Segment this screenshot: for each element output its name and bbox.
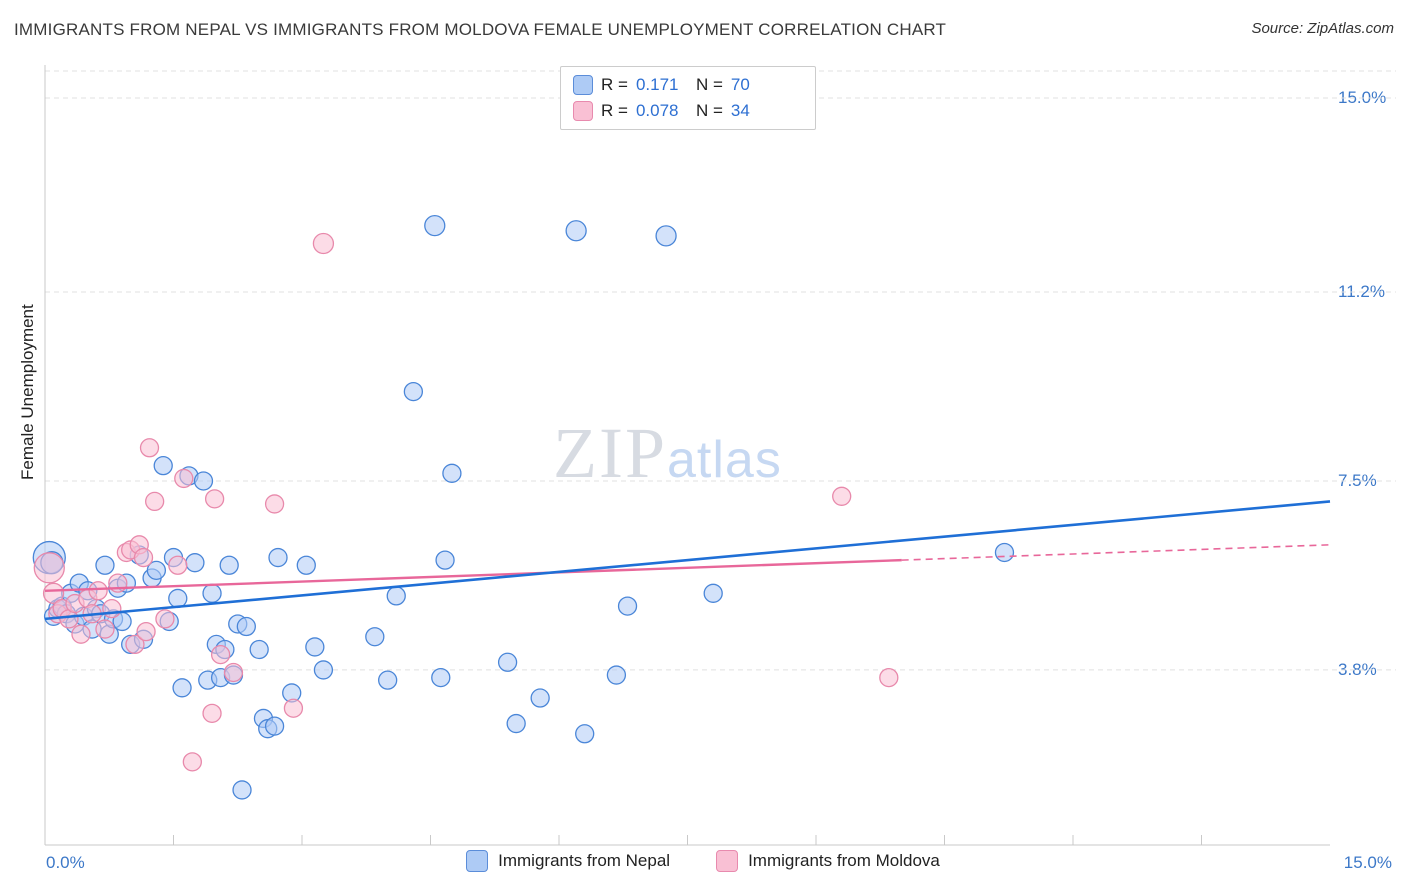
nepal-r-label: R =	[601, 75, 628, 94]
scatter-point-nepal	[442, 463, 462, 483]
legend-row-nepal: R = 0.171 N = 70	[573, 75, 803, 95]
scatter-point-moldova	[210, 644, 231, 665]
scatter-point-moldova	[204, 489, 225, 509]
scatter-point-moldova	[102, 599, 122, 619]
x-axis-min-label: 0.0%	[46, 853, 85, 872]
scatter-point-nepal	[185, 553, 205, 573]
moldova-trend-line-dashed	[901, 544, 1331, 561]
scatter-point-moldova	[182, 752, 202, 772]
scatter-point-nepal	[506, 713, 526, 734]
source-attribution: Source: ZipAtlas.com	[1251, 20, 1394, 37]
series-legend: Immigrants from Nepal Immigrants from Mo…	[0, 850, 1406, 872]
scatter-point-moldova	[33, 552, 65, 584]
scatter-point-moldova	[145, 491, 165, 512]
scatter-point-nepal	[435, 550, 455, 570]
scatter-point-nepal	[232, 780, 252, 800]
moldova-trend-line	[44, 558, 902, 592]
scatter-point-moldova	[832, 486, 852, 506]
x-axis-max-label: 15.0%	[1343, 853, 1392, 872]
scatter-point-nepal	[249, 639, 269, 660]
series-legend-nepal: Immigrants from Nepal	[466, 850, 670, 872]
scatter-point-moldova	[264, 494, 285, 514]
scatter-point-moldova	[202, 703, 222, 723]
y-tick-label: 15.0%	[1338, 87, 1387, 107]
scatter-point-nepal	[365, 627, 385, 647]
scatter-point-nepal	[565, 220, 587, 242]
scatter-point-nepal	[994, 542, 1015, 563]
nepal-trend-line	[44, 500, 1331, 621]
scatter-point-moldova	[125, 634, 145, 655]
moldova-r-value: 0.078	[635, 101, 679, 120]
scatter-point-moldova	[174, 468, 194, 489]
scatter-point-nepal	[386, 586, 406, 606]
scatter-point-nepal	[378, 670, 398, 690]
nepal-n-label: N =	[695, 75, 723, 94]
scatter-point-nepal	[313, 660, 334, 680]
moldova-swatch-icon	[573, 101, 593, 121]
moldova-r-label: R =	[601, 101, 628, 120]
scatter-point-moldova	[312, 232, 335, 255]
scatter-point-nepal	[403, 381, 424, 402]
scatter-point-nepal	[606, 665, 627, 685]
moldova-series-label: Immigrants from Moldova	[748, 851, 940, 870]
page-title: IMMIGRANTS FROM NEPAL VS IMMIGRANTS FROM…	[14, 20, 947, 39]
legend-row-moldova: R = 0.078 N = 34	[573, 101, 803, 121]
nepal-series-label: Immigrants from Nepal	[498, 851, 671, 870]
nepal-r-value: 0.171	[635, 75, 679, 94]
scatter-point-moldova	[88, 581, 108, 601]
watermark-atlas: atlas	[667, 431, 782, 489]
scatter-point-nepal	[703, 583, 723, 603]
y-tick-label: 7.5%	[1338, 470, 1377, 490]
scatter-point-nepal	[146, 560, 167, 580]
zipatlas-watermark: ZIPatlas	[553, 412, 782, 495]
scatter-point-moldova	[95, 619, 115, 639]
y-tick-label: 11.2%	[1338, 282, 1385, 302]
scatter-point-nepal	[431, 667, 451, 688]
scatter-point-moldova	[168, 555, 188, 575]
y-tick-label: 3.8%	[1338, 659, 1377, 679]
scatter-point-nepal	[617, 596, 638, 616]
scatter-point-nepal	[655, 225, 677, 247]
correlation-legend: R = 0.171 N = 70 R = 0.078 N = 34	[560, 66, 816, 130]
scatter-point-moldova	[155, 609, 175, 629]
moldova-n-value: 34	[730, 101, 750, 120]
scatter-point-moldova	[71, 624, 91, 644]
series-legend-moldova: Immigrants from Moldova	[716, 850, 940, 872]
scatter-point-nepal	[264, 716, 285, 736]
scatter-point-nepal	[172, 678, 192, 698]
scatter-point-moldova	[42, 582, 65, 604]
scatter-point-nepal	[268, 547, 288, 568]
scatter-point-nepal	[296, 555, 316, 575]
scatter-point-moldova	[139, 438, 160, 458]
scatter-point-moldova	[223, 662, 244, 683]
scatter-point-nepal	[153, 456, 173, 476]
scatter-point-nepal	[236, 616, 256, 637]
scatter-point-nepal	[530, 688, 550, 708]
scatter-point-moldova	[283, 698, 304, 718]
watermark-zip: ZIP	[553, 413, 667, 493]
scatter-point-nepal	[497, 652, 518, 672]
scatter-point-moldova	[136, 621, 156, 642]
nepal-series-swatch-icon	[466, 850, 489, 872]
scatter-point-nepal	[168, 588, 188, 609]
scatter-point-nepal	[305, 637, 325, 657]
moldova-n-label: N =	[695, 101, 723, 120]
nepal-swatch-icon	[573, 75, 593, 95]
scatter-point-nepal	[193, 471, 214, 491]
scatter-point-nepal	[575, 724, 595, 744]
scatter-point-nepal	[95, 555, 115, 575]
moldova-series-swatch-icon	[716, 850, 739, 872]
nepal-n-value: 70	[730, 75, 750, 94]
scatter-point-moldova	[879, 667, 899, 688]
scatter-point-nepal	[424, 214, 446, 237]
scatter-point-nepal	[219, 555, 239, 575]
scatter-point-nepal	[202, 583, 222, 603]
scatter-point-moldova	[133, 547, 154, 568]
